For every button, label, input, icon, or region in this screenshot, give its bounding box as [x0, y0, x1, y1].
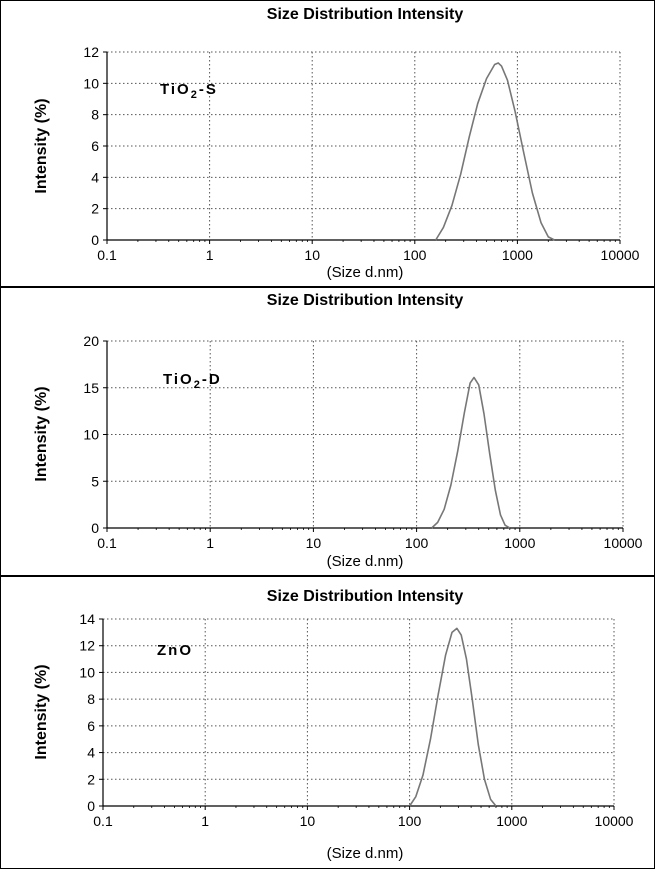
grid	[107, 341, 623, 528]
sample-label-main: TiO	[160, 81, 191, 98]
y-tick-label: 2	[87, 771, 95, 787]
y-tick-label: 12	[79, 638, 95, 654]
y-tick-label: 10	[83, 427, 99, 443]
x-tick-label: 10	[306, 535, 322, 551]
x-tick-label: 0.1	[97, 247, 117, 263]
y-tick-label: 0	[87, 798, 95, 814]
y-tick-label: 10	[79, 664, 95, 680]
x-tick-label: 10000	[604, 535, 643, 551]
y-tick-label: 12	[83, 44, 99, 60]
x-tick-label: 1000	[502, 247, 533, 263]
x-tick-label: 100	[398, 813, 422, 829]
y-axis-label: Intensity (%)	[33, 386, 50, 481]
y-tick-label: 5	[91, 473, 99, 489]
x-tick-label: 10000	[595, 813, 634, 829]
sample-label-main: TiO	[163, 371, 194, 388]
x-axis-label: (Size d.nm)	[327, 264, 404, 281]
sample-label-subscript: 2	[194, 379, 202, 391]
sample-label-main: ZnO	[157, 642, 193, 659]
y-tick-label: 10	[83, 75, 99, 91]
distribution-curve-1	[436, 63, 555, 240]
x-tick-label: 1000	[504, 535, 535, 551]
x-tick-label: 0.1	[97, 535, 117, 551]
x-tick-label: 1000	[496, 813, 527, 829]
sample-label: ZnO	[157, 642, 193, 659]
y-tick-label: 6	[87, 718, 95, 734]
y-tick-label: 15	[83, 380, 99, 396]
x-tick-label: 10000	[601, 247, 640, 263]
y-tick-label: 0	[91, 520, 99, 536]
sample-label-suffix: -D	[202, 371, 222, 388]
x-tick-label: 1	[201, 813, 209, 829]
y-tick-label: 8	[87, 691, 95, 707]
y-tick-label: 4	[91, 169, 99, 185]
y-axis-label: Intensity (%)	[33, 98, 50, 193]
y-tick-label: 0	[91, 232, 99, 248]
y-tick-label: 4	[87, 745, 95, 761]
x-tick-label: 10	[300, 813, 316, 829]
distribution-curve-1	[432, 377, 510, 528]
x-tick-label: 0.1	[93, 813, 113, 829]
chart-title: Size Distribution Intensity	[267, 6, 464, 23]
y-axis-label: Intensity (%)	[33, 664, 50, 759]
x-tick-label: 1	[206, 535, 214, 551]
sample-label-suffix: -S	[199, 81, 218, 98]
chart-title: Size Distribution Intensity	[267, 292, 464, 309]
x-tick-label: 10	[304, 247, 320, 263]
chart-title: Size Distribution Intensity	[267, 588, 464, 605]
x-tick-label: 1	[206, 247, 214, 263]
y-tick-label: 14	[79, 611, 95, 627]
x-axis-label: (Size d.nm)	[327, 845, 404, 862]
x-tick-label: 100	[403, 247, 427, 263]
y-tick-label: 8	[91, 107, 99, 123]
y-tick-label: 6	[91, 138, 99, 154]
y-tick-label: 20	[83, 333, 99, 349]
y-tick-label: 2	[91, 201, 99, 217]
sample-label: TiO2-S	[160, 81, 218, 101]
x-axis-label: (Size d.nm)	[327, 553, 404, 570]
x-tick-label: 100	[405, 535, 429, 551]
sample-label-subscript: 2	[191, 89, 199, 101]
